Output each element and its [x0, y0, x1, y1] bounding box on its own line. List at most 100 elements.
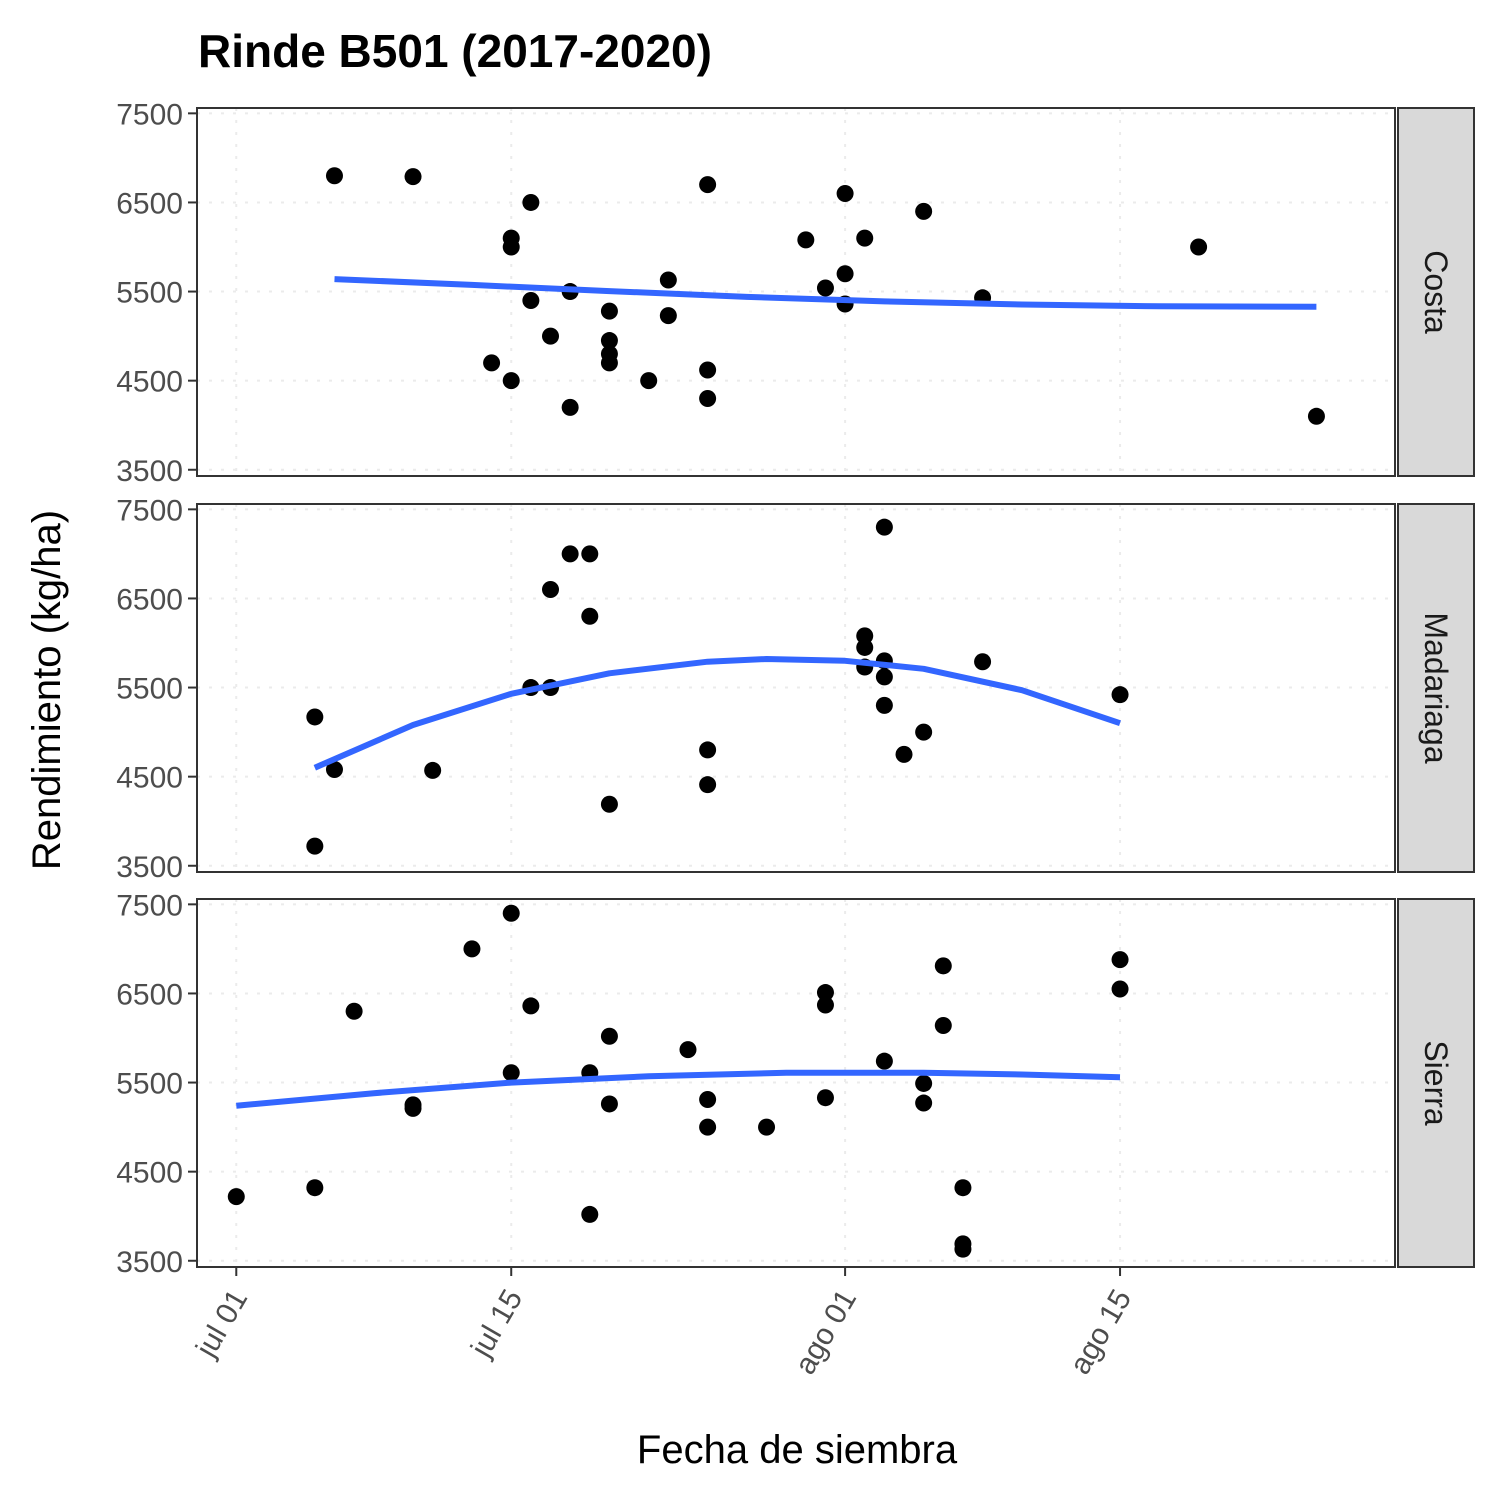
- data-point: [404, 168, 422, 186]
- facet-strip-label: Sierra: [1418, 1040, 1454, 1126]
- smooth-line: [236, 1069, 1121, 1109]
- data-point: [581, 1205, 599, 1223]
- data-point: [600, 332, 618, 350]
- data-point: [1111, 980, 1129, 998]
- data-point: [954, 1179, 972, 1197]
- data-point: [600, 1095, 618, 1113]
- data-point: [542, 581, 560, 599]
- data-point: [856, 229, 874, 247]
- data-point: [875, 668, 893, 686]
- data-point: [816, 996, 834, 1014]
- data-point: [974, 653, 992, 671]
- data-point: [699, 176, 717, 194]
- data-point: [1307, 407, 1325, 425]
- data-point: [816, 279, 834, 297]
- data-point: [875, 696, 893, 714]
- panel-border: [196, 503, 1396, 873]
- y-tick-label: 5500: [116, 277, 183, 310]
- data-point: [699, 361, 717, 379]
- y-tick-label: 5500: [116, 1068, 183, 1101]
- panel-border: [196, 107, 1396, 477]
- data-point: [483, 354, 501, 372]
- x-axis: jul 01 jul 15 ago 01 ago 15: [189, 1267, 1138, 1380]
- data-point: [1190, 238, 1208, 256]
- data-point: [699, 389, 717, 407]
- data-point: [600, 302, 618, 320]
- data-point: [463, 940, 481, 958]
- data-point: [875, 518, 893, 536]
- y-axis-title: Rendimiento (kg/ha): [25, 510, 69, 870]
- y-tick-label: 6500: [116, 978, 183, 1011]
- panel-madariaga: 3500 4500 5500 6500 7500 Madariaga: [116, 494, 1475, 884]
- x-tick-label: jul 01: [189, 1284, 254, 1363]
- y-tick-label: 4500: [116, 762, 183, 795]
- data-point: [522, 291, 540, 309]
- data-point: [659, 271, 677, 289]
- data-point: [699, 741, 717, 759]
- data-point: [522, 997, 540, 1015]
- y-tick-label: 4500: [116, 366, 183, 399]
- data-point: [502, 372, 520, 390]
- chart-title: Rinde B501 (2017-2020): [198, 25, 712, 77]
- x-tick-label: jul 15: [464, 1284, 529, 1363]
- data-point: [404, 1099, 422, 1117]
- panel-border: [196, 898, 1396, 1268]
- facet-strip: [1397, 107, 1475, 477]
- data-point: [561, 398, 579, 416]
- y-tick-label: 3500: [116, 455, 183, 488]
- data-point: [581, 607, 599, 625]
- y-tick-label: 3500: [116, 851, 183, 884]
- y-tick-label: 5500: [116, 673, 183, 706]
- data-point: [679, 1041, 697, 1059]
- data-point: [915, 1074, 933, 1092]
- data-point: [1111, 951, 1129, 969]
- y-tick-label: 3500: [116, 1246, 183, 1279]
- data-point: [856, 638, 874, 656]
- facet-strip-label: Madariaga: [1418, 612, 1454, 763]
- data-point: [600, 354, 618, 372]
- data-point: [600, 1027, 618, 1045]
- data-point: [915, 202, 933, 220]
- data-point: [502, 1064, 520, 1082]
- y-tick-label: 7500: [116, 98, 183, 131]
- data-point: [659, 307, 677, 325]
- data-point: [581, 545, 599, 563]
- data-point: [699, 776, 717, 794]
- panel-sierra: 3500 4500 5500 6500 7500 Sierra: [116, 889, 1475, 1279]
- facet-strip: [1397, 503, 1475, 873]
- x-axis-title: Fecha de siembra: [637, 1428, 958, 1472]
- data-point: [345, 1002, 363, 1020]
- data-point: [699, 1090, 717, 1108]
- data-point: [306, 708, 324, 726]
- data-point: [895, 745, 913, 763]
- panels: 3500 4500 5500 6500 7500 Costa 3500 4500 5500 650…: [116, 98, 1475, 1279]
- data-point: [306, 1179, 324, 1197]
- data-point: [699, 1118, 717, 1136]
- panel-background: [197, 899, 1395, 1267]
- y-tick-label: 6500: [116, 187, 183, 220]
- data-point: [502, 238, 520, 256]
- y-tick-label: 7500: [116, 889, 183, 922]
- x-tick-label: ago 01: [789, 1284, 863, 1380]
- smooth-line: [334, 276, 1317, 310]
- data-point: [915, 1094, 933, 1112]
- data-point: [875, 1052, 893, 1070]
- data-point: [758, 1118, 776, 1136]
- data-point: [954, 1240, 972, 1258]
- data-point: [561, 545, 579, 563]
- data-point: [816, 984, 834, 1002]
- data-point: [640, 372, 658, 390]
- data-point: [227, 1188, 245, 1206]
- y-tick-label: 6500: [116, 583, 183, 616]
- data-point: [325, 761, 343, 779]
- data-point: [934, 957, 952, 975]
- facet-strip: [1397, 898, 1475, 1268]
- data-point: [816, 1089, 834, 1107]
- data-point: [915, 723, 933, 741]
- data-point: [325, 167, 343, 185]
- y-tick-label: 7500: [116, 494, 183, 527]
- data-point: [934, 1017, 952, 1035]
- data-point: [1111, 686, 1129, 704]
- data-point: [797, 231, 815, 249]
